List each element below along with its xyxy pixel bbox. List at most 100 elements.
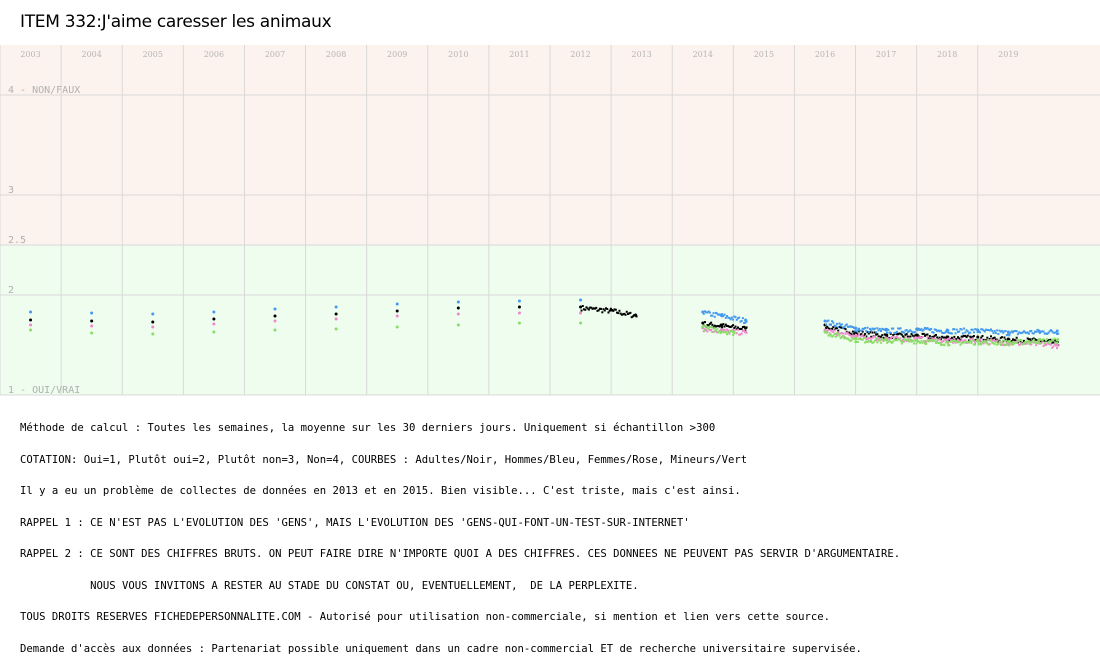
data-point	[151, 325, 155, 329]
data-point	[579, 321, 583, 325]
data-point	[1003, 330, 1006, 333]
data-point	[395, 314, 399, 318]
data-point	[1054, 344, 1057, 347]
data-point	[839, 332, 842, 335]
data-point	[993, 342, 996, 345]
data-point	[938, 336, 941, 339]
data-point	[926, 327, 929, 330]
data-point	[878, 335, 881, 338]
data-point	[1053, 337, 1056, 340]
data-point	[942, 340, 945, 343]
data-point	[944, 330, 947, 333]
data-point	[845, 337, 848, 340]
data-point	[987, 343, 990, 346]
data-point	[876, 338, 879, 341]
data-point	[870, 340, 873, 343]
data-point	[926, 333, 929, 336]
data-point	[212, 310, 216, 314]
data-point	[964, 339, 967, 342]
data-point	[723, 328, 726, 331]
data-point	[732, 318, 735, 321]
data-point	[1026, 331, 1029, 334]
data-point	[721, 313, 724, 316]
data-point	[876, 333, 879, 336]
data-point	[948, 337, 951, 340]
data-point	[716, 328, 719, 331]
data-point	[1016, 339, 1019, 342]
data-point	[848, 333, 851, 336]
data-point	[936, 336, 939, 339]
data-point	[1018, 339, 1021, 342]
x-tick-label: 2017	[876, 50, 896, 59]
data-point	[735, 318, 738, 321]
data-point	[829, 323, 832, 326]
data-point	[947, 344, 950, 347]
data-point	[954, 341, 957, 344]
data-point	[876, 341, 879, 344]
x-tick-label: 2005	[143, 50, 163, 59]
data-point	[849, 340, 852, 343]
data-point	[833, 333, 836, 336]
data-point	[1024, 342, 1027, 345]
note-line: RAPPEL 1 : CE N'EST PAS L'EVOLUTION DES …	[20, 516, 690, 529]
data-point	[897, 333, 900, 336]
data-point	[942, 343, 945, 346]
data-point	[834, 327, 837, 330]
data-point	[996, 343, 999, 346]
data-point	[395, 302, 399, 306]
data-point	[944, 336, 947, 339]
data-point	[840, 323, 843, 326]
note-line: Méthode de calcul : Toutes les semaines,…	[20, 422, 716, 434]
data-point	[704, 329, 706, 332]
data-point	[1016, 340, 1019, 343]
data-point	[992, 342, 995, 345]
data-point	[1047, 341, 1050, 344]
x-tick-label: 2006	[204, 50, 224, 59]
data-point	[596, 309, 599, 312]
data-point	[1040, 330, 1043, 333]
data-point	[981, 328, 984, 331]
data-point	[723, 325, 726, 328]
data-point	[904, 336, 907, 339]
data-point	[969, 340, 972, 343]
data-point	[1001, 329, 1003, 332]
data-point	[893, 333, 896, 336]
data-point	[941, 340, 944, 343]
data-point	[965, 341, 968, 344]
data-point	[858, 327, 860, 330]
data-point	[842, 334, 845, 337]
x-tick-label: 2004	[81, 50, 101, 59]
data-point	[1008, 338, 1011, 341]
data-point	[992, 339, 995, 342]
data-point	[969, 335, 972, 338]
data-point	[949, 338, 952, 341]
data-point	[925, 333, 928, 336]
data-point	[1041, 341, 1044, 344]
data-point	[1037, 341, 1040, 344]
data-point	[611, 309, 614, 312]
data-point	[273, 319, 277, 323]
data-point	[925, 340, 928, 343]
data-point	[721, 324, 724, 327]
data-point	[941, 331, 944, 334]
data-point	[963, 339, 966, 342]
data-point	[733, 332, 736, 335]
data-point	[705, 325, 708, 328]
data-point	[1007, 341, 1010, 344]
data-point	[933, 339, 936, 342]
data-point	[958, 341, 961, 344]
data-point	[916, 329, 919, 332]
data-point	[1046, 338, 1049, 341]
data-point	[1029, 330, 1032, 333]
data-point	[706, 324, 709, 327]
data-point	[859, 329, 862, 332]
data-point	[900, 340, 903, 343]
data-point	[590, 306, 593, 309]
data-point	[891, 336, 893, 339]
data-point	[856, 340, 859, 343]
data-point	[710, 326, 713, 329]
data-point	[953, 335, 956, 338]
data-point	[972, 343, 975, 346]
data-point	[911, 334, 914, 337]
data-point	[456, 306, 460, 310]
